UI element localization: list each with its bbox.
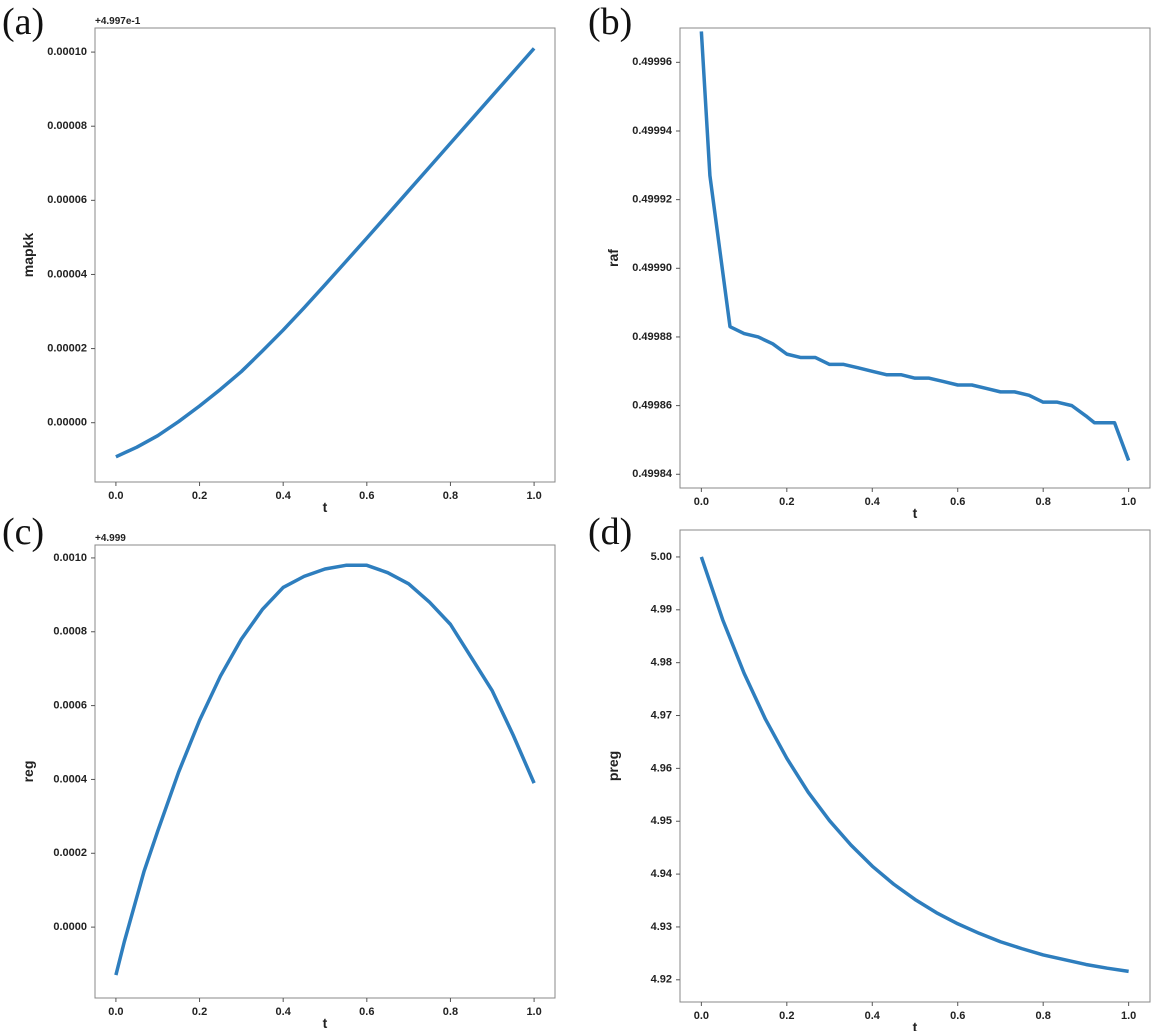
- x-tick-label: 1.0: [526, 490, 541, 502]
- x-tick-label: 0.2: [779, 1010, 794, 1022]
- x-tick-label: 0.4: [865, 1010, 881, 1022]
- axes-frame: [94, 544, 556, 999]
- x-axis-label: t: [913, 1019, 918, 1031]
- x-tick-label: 0.4: [276, 1006, 292, 1018]
- y-tick-label: 0.49994: [632, 125, 673, 137]
- y-tick-label: 0.0006: [53, 700, 87, 712]
- x-axis-label: t: [323, 1015, 328, 1031]
- y-tick-label: 4.97: [651, 709, 672, 721]
- panel-label: (b): [588, 1, 632, 43]
- x-tick-label: 0.0: [694, 1010, 709, 1022]
- y-tick-label: 0.00002: [47, 342, 87, 354]
- x-tick-label: 0.0: [108, 1006, 123, 1018]
- x-tick-label: 0.4: [276, 490, 292, 502]
- x-tick-label: 0.8: [1036, 1010, 1051, 1022]
- y-tick-label: 4.95: [651, 815, 672, 827]
- panel-label: (a): [2, 1, 44, 43]
- y-axis-label: raf: [605, 249, 621, 267]
- x-tick-label: 0.4: [865, 496, 881, 508]
- x-tick-label: 1.0: [1121, 1010, 1136, 1022]
- x-tick-label: 0.6: [950, 1010, 965, 1022]
- x-tick-label: 0.8: [443, 1006, 458, 1018]
- y-tick-label: 0.0004: [53, 773, 88, 785]
- data-line: [699, 31, 1131, 462]
- y-tick-label: 0.0008: [53, 626, 87, 638]
- panel-label: (d): [588, 511, 632, 553]
- x-axis-label: t: [323, 499, 328, 515]
- x-tick-label: 0.8: [443, 490, 458, 502]
- y-tick-label: 4.99: [651, 604, 672, 616]
- y-tick-label: 0.49988: [632, 331, 672, 343]
- x-tick-label: 0.2: [779, 496, 794, 508]
- y-tick-label: 0.0000: [53, 921, 87, 933]
- y-tick-label: 0.00010: [47, 46, 87, 58]
- y-tick-label: 0.00008: [47, 120, 87, 132]
- y-tick-label: 4.92: [651, 974, 672, 986]
- y-tick-label: 4.94: [651, 868, 673, 880]
- x-tick-label: 0.8: [1036, 496, 1051, 508]
- y-tick-label: 5.00: [651, 551, 672, 563]
- offset-text: +4.999: [95, 533, 126, 544]
- x-tick-label: 0.2: [192, 490, 207, 502]
- y-tick-label: 0.00006: [47, 194, 87, 206]
- offset-text: +4.997e-1: [95, 16, 141, 27]
- y-tick-label: 0.49986: [632, 400, 672, 412]
- data-line: [114, 563, 536, 976]
- x-tick-label: 0.0: [108, 490, 123, 502]
- axes-frame: [94, 27, 556, 483]
- x-tick-label: 0.0: [694, 496, 709, 508]
- y-tick-label: 0.00004: [47, 268, 88, 280]
- y-axis-label: reg: [20, 761, 36, 783]
- axes-frame: [679, 27, 1151, 489]
- y-tick-label: 0.49990: [632, 262, 672, 274]
- axes-frame: [679, 529, 1151, 1003]
- x-tick-label: 1.0: [1121, 496, 1136, 508]
- y-axis-label: preg: [605, 751, 621, 781]
- data-line: [115, 47, 536, 459]
- y-tick-label: 0.49996: [632, 56, 672, 68]
- y-tick-label: 4.98: [651, 657, 672, 669]
- y-axis-label: mapkk: [20, 233, 36, 278]
- x-tick-label: 0.6: [359, 490, 374, 502]
- y-tick-label: 4.96: [651, 762, 672, 774]
- x-tick-label: 0.2: [192, 1006, 207, 1018]
- x-tick-label: 1.0: [526, 1006, 541, 1018]
- x-tick-label: 0.6: [950, 496, 965, 508]
- y-tick-label: 4.93: [651, 921, 672, 933]
- y-tick-label: 0.49992: [632, 194, 672, 206]
- x-axis-label: t: [913, 505, 918, 521]
- y-tick-label: 0.49984: [632, 468, 673, 480]
- y-tick-label: 0.0002: [53, 847, 87, 859]
- panel-label: (c): [2, 511, 44, 553]
- data-line: [699, 556, 1129, 974]
- y-tick-label: 0.00000: [47, 417, 87, 429]
- x-tick-label: 0.6: [359, 1006, 374, 1018]
- y-tick-label: 0.0010: [53, 552, 87, 564]
